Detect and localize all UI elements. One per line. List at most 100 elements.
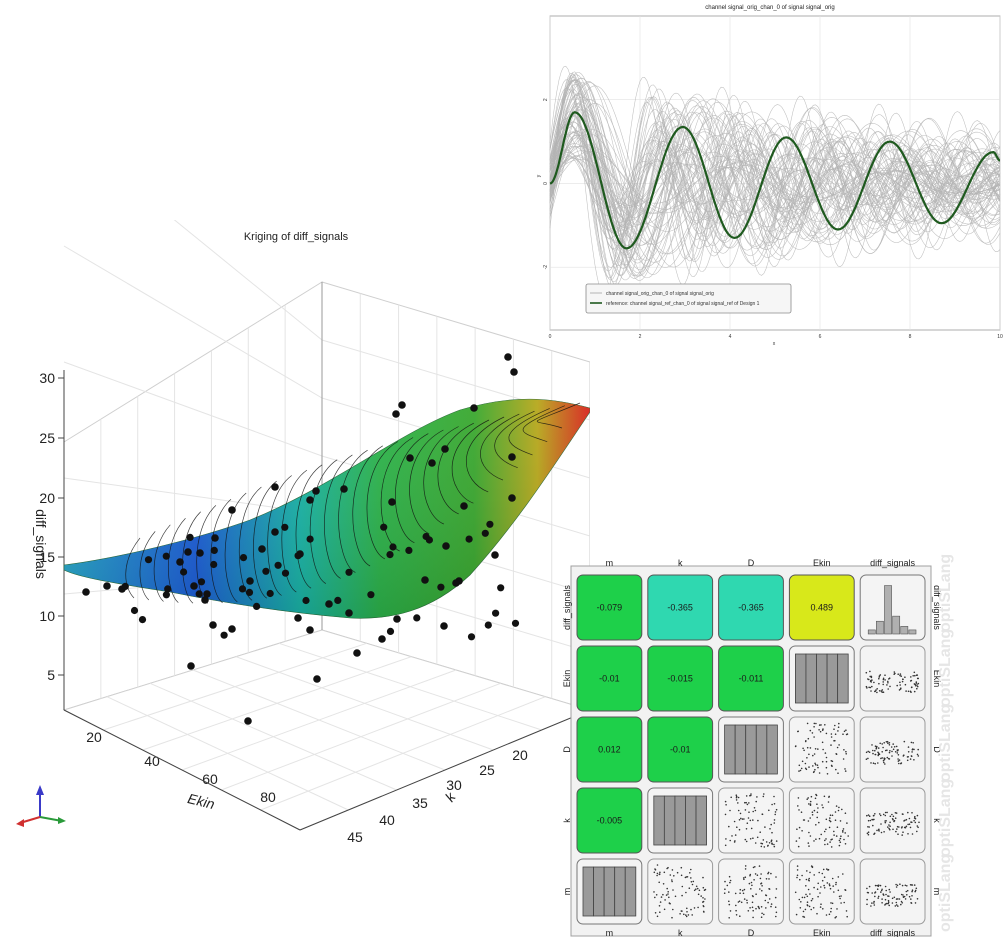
scatter-dot [738, 819, 741, 821]
scatter-dot [898, 689, 901, 691]
correlation-cell [576, 574, 643, 641]
scatter-dot [794, 891, 797, 894]
surface-contour-line [451, 419, 490, 504]
scatter-dot [887, 902, 889, 905]
signal-sample-curve [549, 109, 1001, 254]
scatter-cell [788, 787, 855, 854]
surface-contour-line [153, 524, 171, 602]
scatter-dot [834, 739, 836, 742]
scatter-dot [752, 895, 754, 898]
scatter-dot [770, 823, 772, 826]
scatter-dot [877, 895, 880, 898]
scatter-dot [806, 870, 808, 872]
scatter-dot [866, 814, 868, 817]
scatter-dot [877, 829, 880, 831]
scatter-dot [917, 826, 919, 829]
sample-point [262, 567, 270, 575]
scatter-dot [880, 891, 882, 893]
scatter-dot [773, 845, 776, 848]
sample-point [428, 459, 436, 467]
scatter-dot [880, 823, 882, 825]
surface-contour-line [139, 531, 156, 601]
scatter-dot [897, 758, 899, 760]
scatter-dot [814, 762, 816, 765]
scatter-dot [913, 819, 915, 822]
scatter-dot [896, 749, 899, 751]
scatter-dot [702, 897, 704, 899]
scatter-dot [741, 818, 744, 820]
sample-point [103, 582, 111, 590]
correlation-value: -0.01 [670, 745, 691, 755]
scatter-dot [905, 890, 908, 893]
scatter-dot [671, 869, 674, 871]
scatter-dot [672, 908, 674, 911]
scatter-cell [859, 787, 926, 854]
ekin-tick-label: 20 [86, 729, 102, 745]
scatter-dot [874, 762, 876, 765]
sample-point [325, 600, 333, 608]
scatter-dot [867, 831, 870, 833]
scatter-dot [753, 807, 756, 809]
scatter-dot [820, 833, 822, 836]
sample-point [389, 543, 397, 551]
scatter-dot [891, 813, 893, 816]
scatter-dot [867, 826, 869, 828]
matrix-row-label: m [562, 888, 572, 896]
scatter-dot [747, 910, 750, 912]
correlation-cell [718, 574, 784, 641]
surface-contour-line [224, 492, 247, 603]
scatter-dot [903, 895, 906, 898]
scatter-dot [913, 817, 916, 819]
scatter-dot [877, 754, 879, 757]
signal-x-ticks: 0 2 4 6 8 10 [549, 334, 1003, 340]
scatter-dot [881, 743, 883, 745]
scatter-dot [656, 915, 659, 918]
scatter-dot [760, 842, 762, 845]
scatter-dot [904, 884, 907, 887]
scatter-dot [834, 819, 837, 821]
scatter-dot [867, 833, 870, 836]
scatter-dot [889, 821, 891, 824]
scatter-dot [868, 885, 871, 888]
correlation-cell [576, 787, 643, 854]
scatter-dot [880, 757, 882, 760]
scatter-dot [874, 749, 876, 752]
scatter-dot [813, 726, 815, 728]
scatter-dot [911, 748, 914, 750]
scatter-dot [808, 905, 811, 908]
scatter-dot [842, 873, 844, 875]
scatter-dot [728, 900, 730, 903]
scatter-dot [906, 885, 908, 887]
sample-point [281, 569, 290, 577]
scatter-dot [868, 826, 870, 828]
scatter-dot [750, 827, 753, 830]
surface-contour-line [423, 426, 459, 525]
scatter-dot [826, 868, 828, 870]
signal-plot-panel: channel signal_orig_chan_0 of signal sig… [534, 0, 1006, 347]
scatter-dot [797, 805, 799, 807]
scatter-dot [887, 826, 889, 828]
scatter-dot [656, 864, 659, 866]
scatter-dot [888, 744, 891, 746]
scatter-dot [666, 867, 668, 870]
scatter-dot [883, 742, 885, 744]
histogram-bar [766, 724, 778, 775]
scatter-dot [914, 815, 916, 818]
scatter-dot [823, 795, 826, 798]
scatter-dot [752, 866, 755, 869]
scatter-dot [806, 798, 808, 800]
scatter-dot [914, 683, 916, 686]
scatter-dot [795, 745, 797, 747]
scatter-dot [679, 913, 681, 915]
scatter-dot [815, 722, 817, 725]
scatter-dot [911, 751, 913, 753]
sample-point [492, 609, 500, 617]
scatter-dot [728, 891, 730, 893]
scatter-dot [916, 830, 918, 833]
scatter-dot [911, 890, 913, 893]
scatter-dot [724, 880, 726, 883]
scatter-dot [737, 809, 740, 812]
scatter-dot [702, 900, 705, 903]
scatter-dot [904, 826, 907, 829]
scatter-dot [824, 752, 827, 754]
